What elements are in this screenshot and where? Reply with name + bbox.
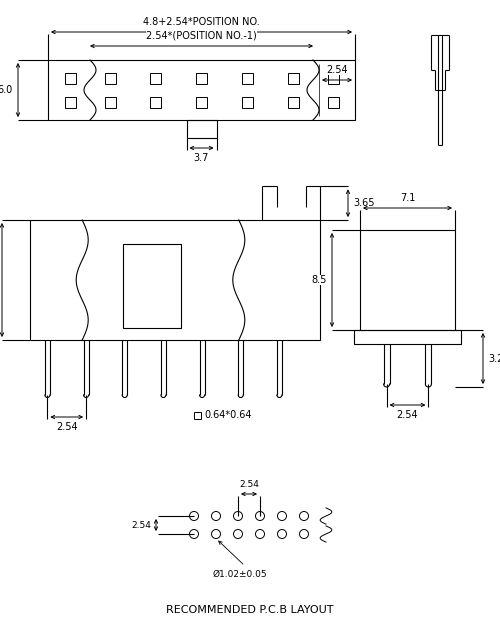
Bar bbox=[242, 72, 253, 84]
Bar bbox=[242, 97, 253, 107]
Text: 0.64*0.64: 0.64*0.64 bbox=[204, 411, 252, 421]
Text: 2.54: 2.54 bbox=[396, 410, 418, 420]
Bar bbox=[328, 72, 338, 84]
Text: 3.7: 3.7 bbox=[194, 153, 209, 163]
Text: 7.1: 7.1 bbox=[400, 193, 415, 203]
Text: 2.54: 2.54 bbox=[326, 65, 348, 75]
Bar bbox=[194, 412, 201, 419]
Bar bbox=[186, 120, 216, 138]
Bar bbox=[30, 220, 320, 340]
Text: 3.2: 3.2 bbox=[488, 354, 500, 364]
Text: RECOMMENDED P.C.B LAYOUT: RECOMMENDED P.C.B LAYOUT bbox=[166, 605, 334, 615]
Text: 8.5: 8.5 bbox=[312, 275, 327, 285]
Bar bbox=[288, 97, 298, 107]
Bar bbox=[196, 72, 207, 84]
Bar bbox=[328, 97, 338, 107]
Bar bbox=[64, 72, 76, 84]
Bar bbox=[150, 97, 161, 107]
Bar bbox=[64, 97, 76, 107]
Text: 6.0: 6.0 bbox=[0, 85, 13, 95]
Text: 4.8+2.54*POSITION NO.: 4.8+2.54*POSITION NO. bbox=[143, 17, 260, 27]
Bar bbox=[48, 60, 355, 120]
Text: 3.65: 3.65 bbox=[353, 198, 374, 208]
Bar bbox=[104, 72, 116, 84]
Bar bbox=[104, 97, 116, 107]
Bar bbox=[196, 97, 207, 107]
Bar bbox=[150, 72, 161, 84]
Text: 2.54: 2.54 bbox=[131, 520, 151, 530]
Text: 2.54: 2.54 bbox=[56, 422, 78, 432]
Text: Ø1.02±0.05: Ø1.02±0.05 bbox=[212, 570, 268, 579]
Bar bbox=[123, 244, 181, 328]
Text: 2.54*(POSITION NO.-1): 2.54*(POSITION NO.-1) bbox=[146, 31, 257, 41]
Bar bbox=[354, 330, 461, 344]
Bar bbox=[360, 230, 455, 330]
Bar bbox=[288, 72, 298, 84]
Text: 2.54: 2.54 bbox=[239, 480, 259, 489]
